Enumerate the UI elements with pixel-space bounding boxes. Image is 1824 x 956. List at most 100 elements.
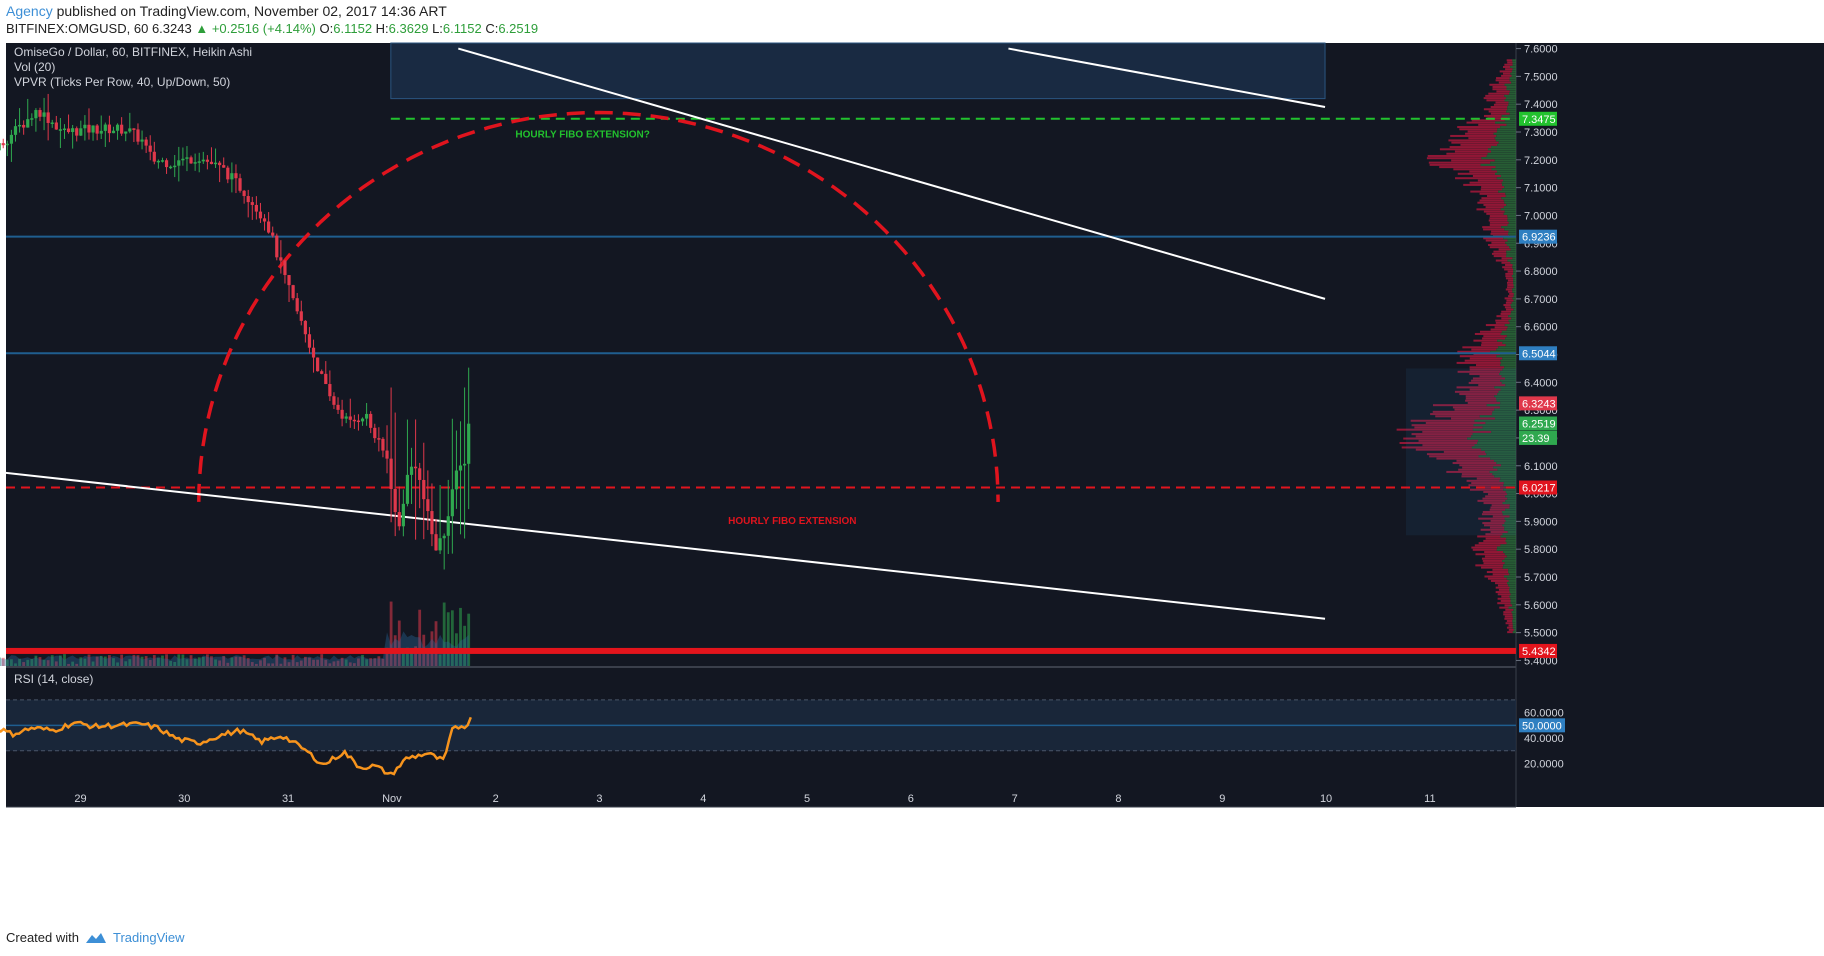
published-text: published on TradingView.com, November 0… xyxy=(56,3,447,19)
candle xyxy=(189,157,193,164)
candle xyxy=(136,129,140,142)
author-link[interactable]: Agency xyxy=(6,3,53,19)
candle xyxy=(1,143,5,146)
price-marker xyxy=(1519,480,1557,495)
candle xyxy=(62,128,67,131)
svg-text:7.3475: 7.3475 xyxy=(1522,114,1556,126)
candle xyxy=(458,465,463,471)
close-value: 6.2519 xyxy=(498,21,539,36)
candle xyxy=(54,122,58,130)
tradingview-link[interactable]: TradingView xyxy=(112,930,185,945)
candle xyxy=(99,130,103,134)
candle xyxy=(50,122,54,124)
candle xyxy=(226,167,230,180)
trendline-upper-channel-2 xyxy=(1008,47,1326,108)
high-value: 6.3629 xyxy=(388,21,429,36)
candle xyxy=(185,157,189,159)
candle xyxy=(414,466,418,469)
candle xyxy=(426,499,430,512)
candle xyxy=(213,162,218,165)
price-marker xyxy=(1519,396,1557,411)
fibo-arc xyxy=(197,110,1000,502)
candle xyxy=(128,128,132,132)
price-tick: 6.8000 xyxy=(1524,266,1558,278)
candle xyxy=(275,235,279,258)
candle xyxy=(132,128,136,130)
ohlc-line: BITFINEX:OMGUSD, 60 6.3243 ▲ +0.2516 (+4… xyxy=(6,21,538,36)
annotation-fibo-green: HOURLY FIBO EXTENSION? xyxy=(515,130,649,141)
annotation-fibo-red: HOURLY FIBO EXTENSION xyxy=(728,516,856,527)
open-value: 6.1152 xyxy=(333,21,373,36)
candle xyxy=(316,357,320,372)
candle xyxy=(209,161,214,165)
svg-text:6.2519: 6.2519 xyxy=(1522,419,1556,431)
candle xyxy=(258,211,263,219)
price-tick: 5.4000 xyxy=(1524,655,1558,667)
price-tick: 5.6000 xyxy=(1524,600,1558,612)
candle xyxy=(58,129,62,131)
candle xyxy=(418,468,422,480)
candle xyxy=(303,320,307,335)
candle xyxy=(283,260,287,276)
candle xyxy=(230,173,234,180)
candle xyxy=(30,118,34,120)
candle xyxy=(254,204,258,212)
candle xyxy=(38,110,42,117)
open-label: O: xyxy=(319,21,334,36)
price-tick: 5.8000 xyxy=(1524,544,1558,556)
time-tick: 2 xyxy=(493,793,499,805)
footer: Created with TradingView xyxy=(6,930,185,945)
time-tick: 5 xyxy=(804,793,810,805)
rsi-line xyxy=(0,716,472,776)
candle xyxy=(17,124,22,127)
candle xyxy=(381,438,385,451)
price-marker xyxy=(1519,229,1557,244)
price-tick: 7.1000 xyxy=(1524,183,1558,195)
candle xyxy=(267,221,271,233)
candle xyxy=(250,202,254,205)
close-label: C: xyxy=(485,21,499,36)
time-tick: 7 xyxy=(1012,793,1018,805)
candle xyxy=(0,143,1,151)
time-tick: 3 xyxy=(596,793,602,805)
candle xyxy=(75,128,79,136)
time-tick: 10 xyxy=(1320,793,1332,805)
candle xyxy=(144,139,148,146)
candle xyxy=(307,334,312,348)
legend-2: VPVR (Ticks Per Row, 40, Up/Down, 50) xyxy=(14,75,230,89)
candle xyxy=(442,535,446,539)
price-tick: 5.7000 xyxy=(1524,572,1558,584)
rsi-tick: 60.0000 xyxy=(1524,708,1564,720)
candle xyxy=(262,218,267,222)
candle xyxy=(401,503,405,527)
candle xyxy=(352,419,356,422)
candle xyxy=(205,159,209,162)
candle xyxy=(218,162,222,166)
svg-text:50.0000: 50.0000 xyxy=(1522,720,1562,732)
support-line xyxy=(6,647,1516,654)
publish-line: Agency published on TradingView.com, Nov… xyxy=(6,3,447,19)
candle xyxy=(177,160,181,166)
candle xyxy=(140,139,144,142)
candle xyxy=(332,396,336,405)
price-marker xyxy=(1519,111,1557,126)
svg-text:6.5044: 6.5044 xyxy=(1522,348,1556,360)
candle xyxy=(34,110,38,119)
price-axis xyxy=(1516,43,1824,807)
price-tick: 7.0000 xyxy=(1524,210,1558,222)
symbol-label: BITFINEX:OMGUSD, 60 xyxy=(6,21,149,36)
candle xyxy=(160,160,165,162)
candle xyxy=(405,474,410,504)
time-tick: 31 xyxy=(282,793,294,805)
low-value: 6.1152 xyxy=(442,21,482,36)
chart-area[interactable]: HOURLY FIBO EXTENSION? HOURLY FIBO EXTENS… xyxy=(0,42,1824,922)
candle xyxy=(201,159,205,162)
price-tick: 7.3000 xyxy=(1524,127,1558,139)
candle xyxy=(120,124,124,134)
time-tick: Nov xyxy=(382,793,402,805)
svg-text:6.0217: 6.0217 xyxy=(1522,483,1556,495)
candle xyxy=(169,166,173,169)
candle xyxy=(430,511,434,535)
svg-text:6.9236: 6.9236 xyxy=(1522,232,1556,244)
price-tick: 7.6000 xyxy=(1524,44,1558,56)
